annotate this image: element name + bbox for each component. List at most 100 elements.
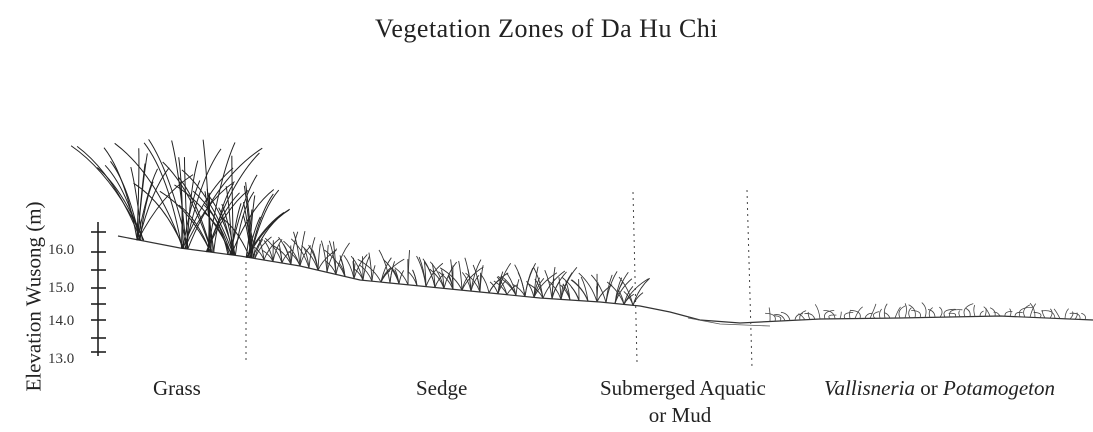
vegetation-stroke <box>632 277 650 306</box>
vegetation-stroke <box>839 311 842 319</box>
vegetation-stroke <box>231 155 234 255</box>
vegetation-stroke <box>517 272 526 297</box>
vegetation-stroke <box>1049 308 1053 319</box>
vegetation-stroke <box>560 284 571 301</box>
vegetation-stroke <box>618 289 625 305</box>
vegetation-stroke <box>493 280 508 295</box>
vegetation-stroke <box>623 286 634 305</box>
vegetation-stroke <box>849 309 861 319</box>
vegetation-stroke <box>506 284 518 295</box>
vegetation-stroke <box>394 267 409 285</box>
diagram-title: Vegetation Zones of Da Hu Chi <box>374 14 719 43</box>
vegetation-stroke <box>230 189 275 256</box>
vegetation-stroke <box>245 211 285 258</box>
vegetation-stroke <box>138 167 170 241</box>
vegetation-stroke <box>765 312 776 322</box>
vegetation-stroke <box>278 236 292 265</box>
vegetation-stroke <box>249 226 256 259</box>
vegetation-stroke <box>324 249 346 277</box>
vegetation-stroke <box>317 243 321 271</box>
vegetation-stroke <box>570 279 589 302</box>
vegetation-stroke <box>207 142 236 253</box>
zone-label-submerged: Submerged Aquatic or Mud <box>600 376 766 428</box>
vegetation-stroke <box>206 152 260 253</box>
vegetation-stroke <box>182 180 201 249</box>
zone-label-vallisneria: Vallisneria <box>824 376 916 400</box>
vegetation-stroke <box>1064 308 1069 319</box>
vegetation-stroke <box>1053 308 1061 319</box>
vegetation-stroke <box>578 272 598 302</box>
vegetation-stroke <box>326 244 329 273</box>
zone-divider <box>632 191 638 363</box>
vegetation-stroke <box>928 309 936 318</box>
vegetation-stroke <box>162 161 213 253</box>
vegetation-stroke <box>943 308 956 318</box>
vegetation-stroke <box>103 147 138 241</box>
vegetation-stroke <box>458 260 463 291</box>
vegetation-stroke <box>864 312 873 319</box>
vegetation-stroke <box>623 291 634 306</box>
ground-profile-line <box>117 235 1093 324</box>
vegetation-stroke <box>383 259 400 285</box>
vegetation-stroke <box>872 311 880 319</box>
vegetation-stroke <box>467 268 472 292</box>
vegetation-stroke <box>301 245 319 271</box>
vegetation-stroke <box>378 249 391 284</box>
vegetation-stroke <box>1009 308 1012 317</box>
vegetation-stroke <box>883 303 888 319</box>
vegetation-stroke <box>293 231 301 267</box>
vegetation-stroke <box>326 248 338 273</box>
vegetation-stroke <box>623 278 649 305</box>
vegetation-stroke <box>570 286 580 301</box>
zone-divider <box>746 189 753 369</box>
vegetation-stroke <box>192 190 232 256</box>
vegetation-stroke <box>262 249 274 262</box>
zone-label-potamogeton: Potamogeton <box>943 376 1055 400</box>
vegetation-stroke <box>526 280 535 298</box>
vegetation-stroke <box>939 306 943 318</box>
vegetation-stroke <box>527 283 544 299</box>
vegetation-stroke <box>773 314 786 321</box>
vegetation-stroke <box>213 183 235 253</box>
vegetation-stroke <box>580 276 589 302</box>
vegetation-stroke <box>389 261 396 284</box>
vegetation-stroke <box>590 274 607 303</box>
vegetation-stroke <box>963 303 974 317</box>
vegetation-stroke <box>1033 312 1042 318</box>
vegetation-stroke <box>174 184 233 256</box>
vegetation-stroke <box>1041 310 1046 319</box>
vegetation-stroke <box>908 307 912 318</box>
vegetation-stroke <box>869 303 877 319</box>
zone-label-grass: Grass <box>153 376 201 400</box>
vegetation-stroke <box>320 240 328 273</box>
vegetation-stroke <box>136 168 158 241</box>
vegetation-stroke <box>1023 304 1031 318</box>
vegetation-stroke <box>879 308 882 319</box>
vegetation-stroke <box>854 306 863 319</box>
vegetation-stroke <box>1041 310 1056 319</box>
vegetation-stroke <box>1074 312 1078 320</box>
vegetation-stroke <box>551 271 567 299</box>
elevation-ruler <box>91 222 106 356</box>
vegetation-stroke <box>814 304 821 320</box>
vegetation-stroke <box>470 274 480 292</box>
vegetation-stroke <box>257 237 265 261</box>
vegetation-stroke <box>911 309 921 318</box>
zone-label-connector: or <box>920 376 938 400</box>
vegetation-stroke <box>429 268 445 289</box>
vegetation-stroke <box>542 270 566 299</box>
vegetation-stroke <box>948 312 957 318</box>
vegetation-stroke <box>133 182 185 249</box>
vegetation-stroke <box>921 302 927 318</box>
vegetation-stroke <box>958 310 961 317</box>
vegetation-stroke <box>544 270 553 299</box>
vegetation-stroke <box>335 242 350 275</box>
vegetation-stroke <box>439 267 463 291</box>
vegetation-stroke <box>380 270 391 283</box>
vegetation-stroke <box>171 140 187 249</box>
vegetation-stroke <box>464 257 472 292</box>
vegetation-stroke <box>979 310 984 317</box>
vegetation-stroke <box>1069 311 1074 320</box>
vegetation-stroke <box>799 310 807 321</box>
